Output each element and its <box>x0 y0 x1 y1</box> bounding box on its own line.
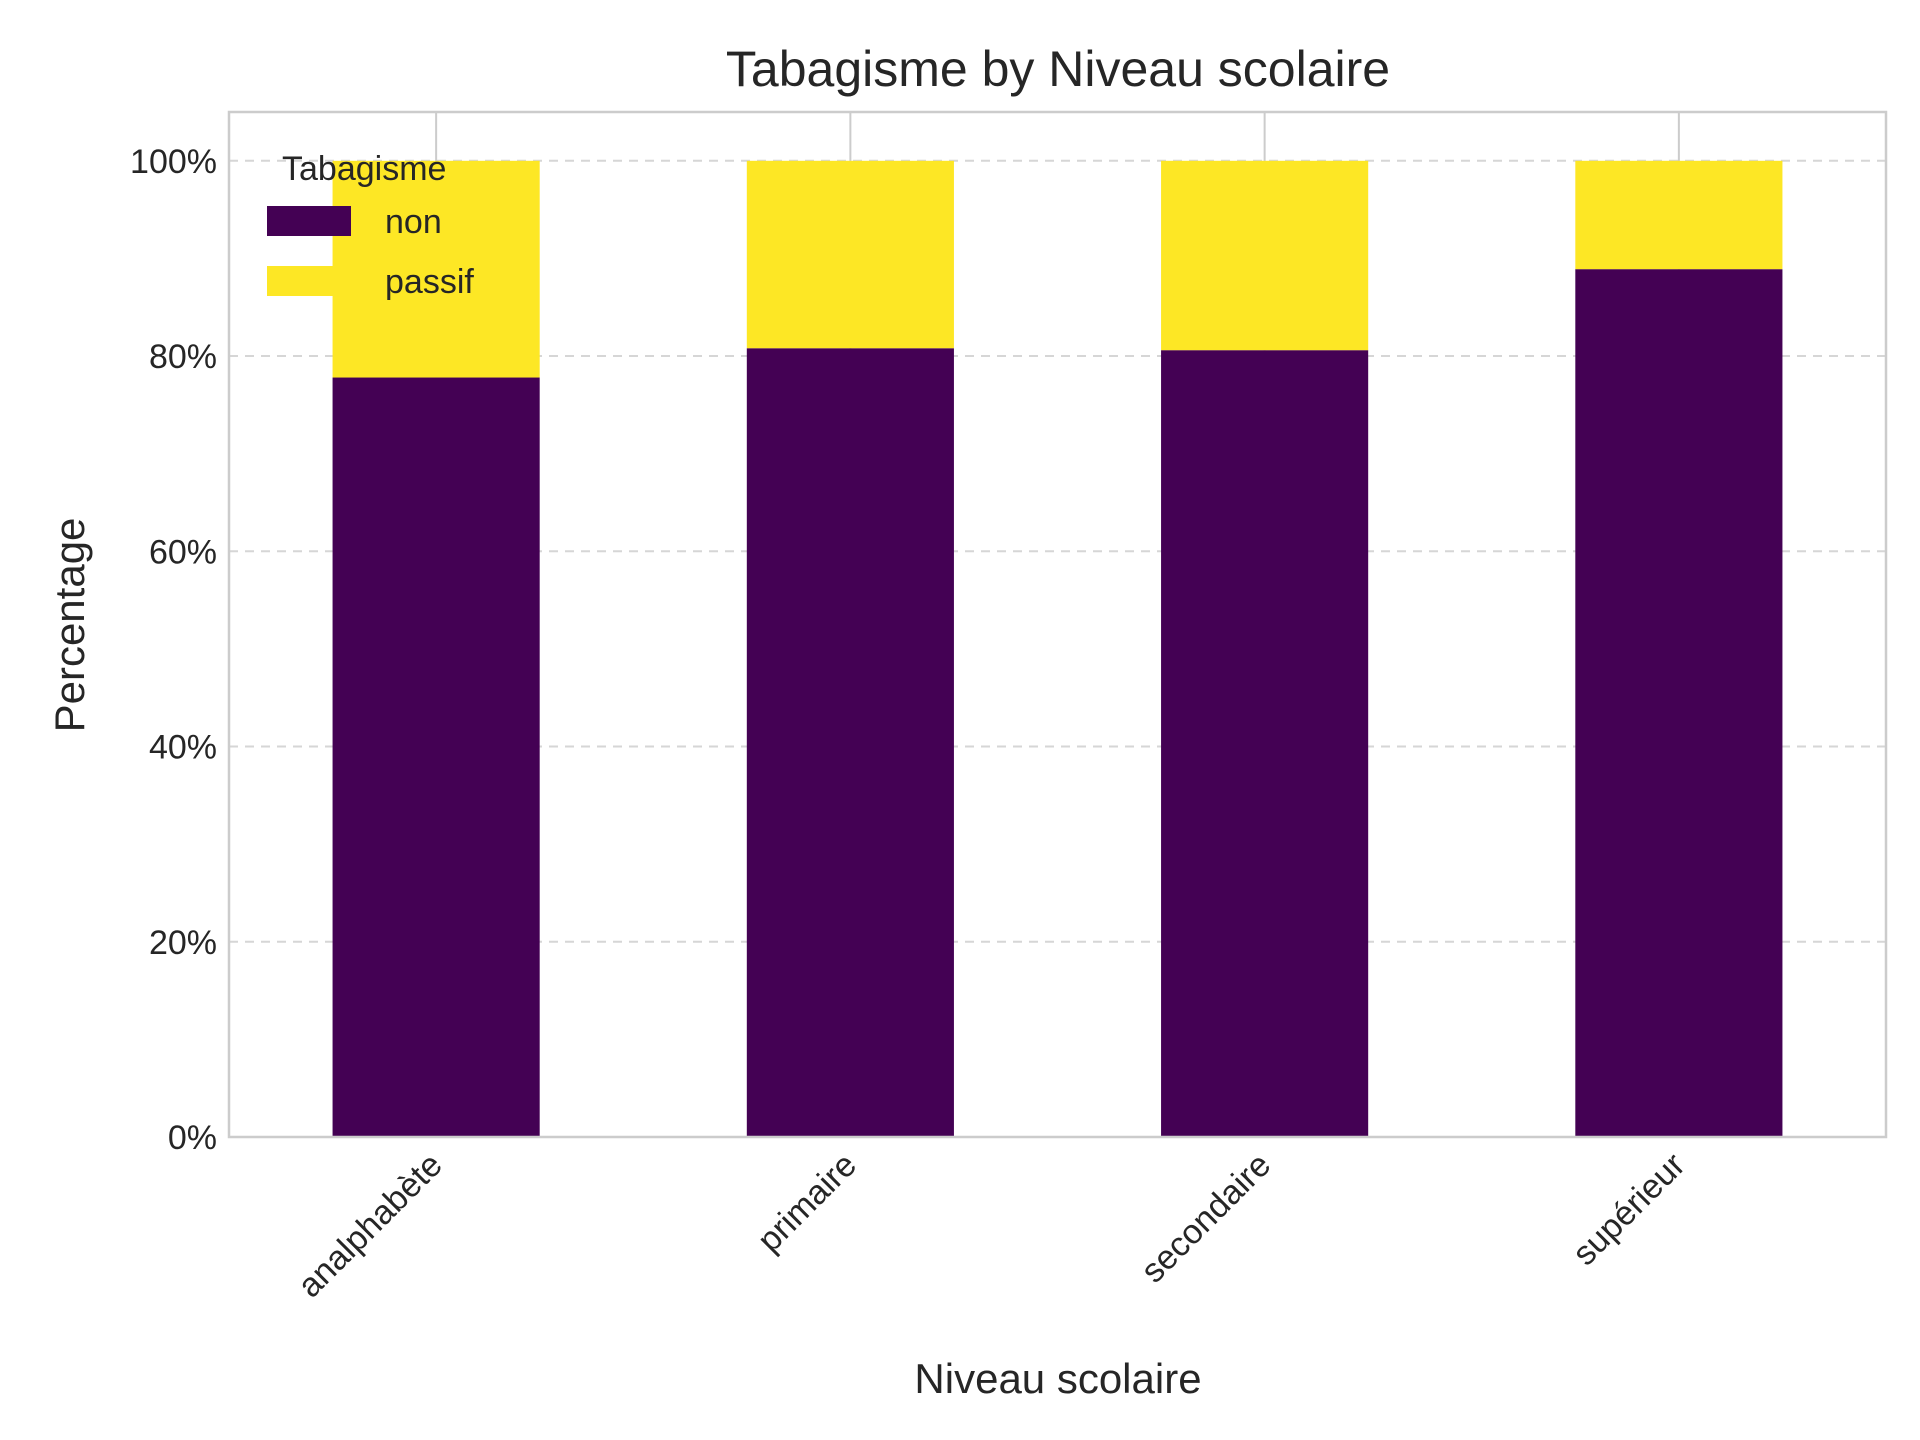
bar-passif-supérieur <box>1575 160 1783 270</box>
legend: Tabagisme non passif <box>267 150 474 301</box>
bar-non-analphabète <box>332 377 540 1137</box>
y-axis-ticks: 0% 20% 40% 60% 80% 100% <box>130 143 217 1157</box>
y-tick-label: 40% <box>149 729 217 767</box>
y-tick-label: 60% <box>149 533 217 571</box>
y-tick-label: 80% <box>149 338 217 376</box>
legend-items: non passif <box>267 203 474 301</box>
bar-passif-analphabète <box>332 160 540 378</box>
legend-swatch-passif <box>267 266 351 296</box>
plot-frame <box>227 110 1888 1139</box>
y-tick-label: 20% <box>149 924 217 962</box>
bar-non-primaire <box>746 348 954 1137</box>
y-tick-label: 0% <box>168 1119 217 1157</box>
chart-title: Tabagisme by Niveau scolaire <box>726 41 1390 97</box>
legend-swatch-non <box>267 206 351 236</box>
legend-label-non: non <box>385 203 442 241</box>
x-axis-title: Niveau scolaire <box>914 1355 1201 1402</box>
legend-label-passif: passif <box>385 263 474 301</box>
bar-non-secondaire <box>1161 350 1369 1137</box>
bar-passif-secondaire <box>1161 160 1369 351</box>
y-tick-label: 100% <box>130 143 217 181</box>
bar-passif-primaire <box>746 160 954 349</box>
bars <box>332 160 1783 1138</box>
legend-title: Tabagisme <box>282 150 446 188</box>
bar-non-supérieur <box>1575 269 1783 1138</box>
y-axis-title: Percentage <box>46 518 93 733</box>
